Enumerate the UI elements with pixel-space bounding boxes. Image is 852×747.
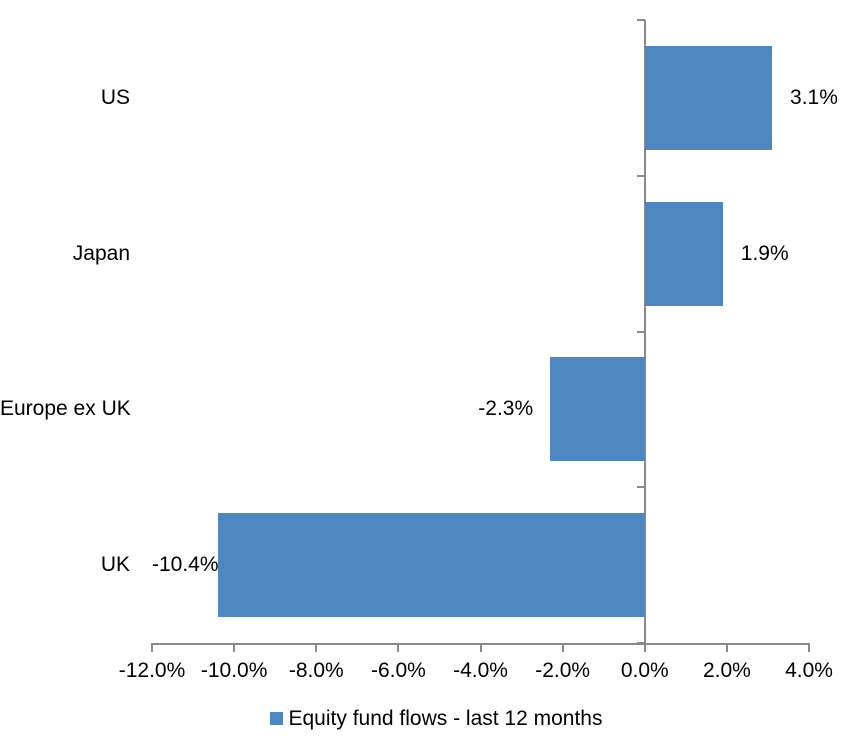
data-label-uk: -10.4% <box>152 553 219 577</box>
x-axis-tick <box>151 643 153 652</box>
x-axis-tick <box>808 643 810 652</box>
x-tick-label: 4.0% <box>785 659 833 682</box>
data-label-us: 3.1% <box>790 85 838 109</box>
category-label-uk: UK <box>100 553 130 577</box>
x-tick-label: -8.0% <box>288 659 344 682</box>
category-label-europe-ex-uk: Europe ex UK <box>0 397 131 421</box>
x-axis-tick <box>479 643 482 652</box>
category-label-us: US <box>100 85 130 109</box>
x-tick-label: 0.0% <box>620 659 669 682</box>
x-axis-tick <box>233 643 236 652</box>
x-tick-label: 2.0% <box>702 659 751 682</box>
category-axis-tick <box>636 174 645 177</box>
x-axis-tick <box>315 643 318 652</box>
x-axis-tick <box>643 643 646 652</box>
legend-swatch <box>269 712 283 725</box>
category-axis-tick <box>636 19 645 21</box>
x-tick-label: -6.0% <box>370 659 426 682</box>
category-label-japan: Japan <box>72 241 130 265</box>
data-label-japan: 1.9% <box>740 241 789 265</box>
bar-japan <box>644 201 723 306</box>
x-tick-label: -4.0% <box>453 659 508 682</box>
x-tick-label: -12.0% <box>118 659 186 682</box>
bar-europe-ex-uk <box>550 357 645 462</box>
x-axis-tick <box>561 643 564 652</box>
x-axis-tick <box>725 643 728 652</box>
category-axis-tick <box>636 330 645 333</box>
x-axis-tick <box>397 643 400 652</box>
legend: Equity fund flows - last 12 months <box>0 705 852 732</box>
bar-us <box>644 45 773 150</box>
category-axis-line <box>643 20 646 643</box>
category-axis-tick <box>636 642 645 644</box>
x-tick-label: -2.0% <box>535 659 591 682</box>
legend-label: Equity fund flows - last 12 months <box>288 707 603 730</box>
data-label-europe-ex-uk: -2.3% <box>478 397 534 421</box>
category-axis-tick <box>636 486 645 489</box>
bar-uk <box>217 513 645 618</box>
x-tick-label: -10.0% <box>200 659 268 682</box>
